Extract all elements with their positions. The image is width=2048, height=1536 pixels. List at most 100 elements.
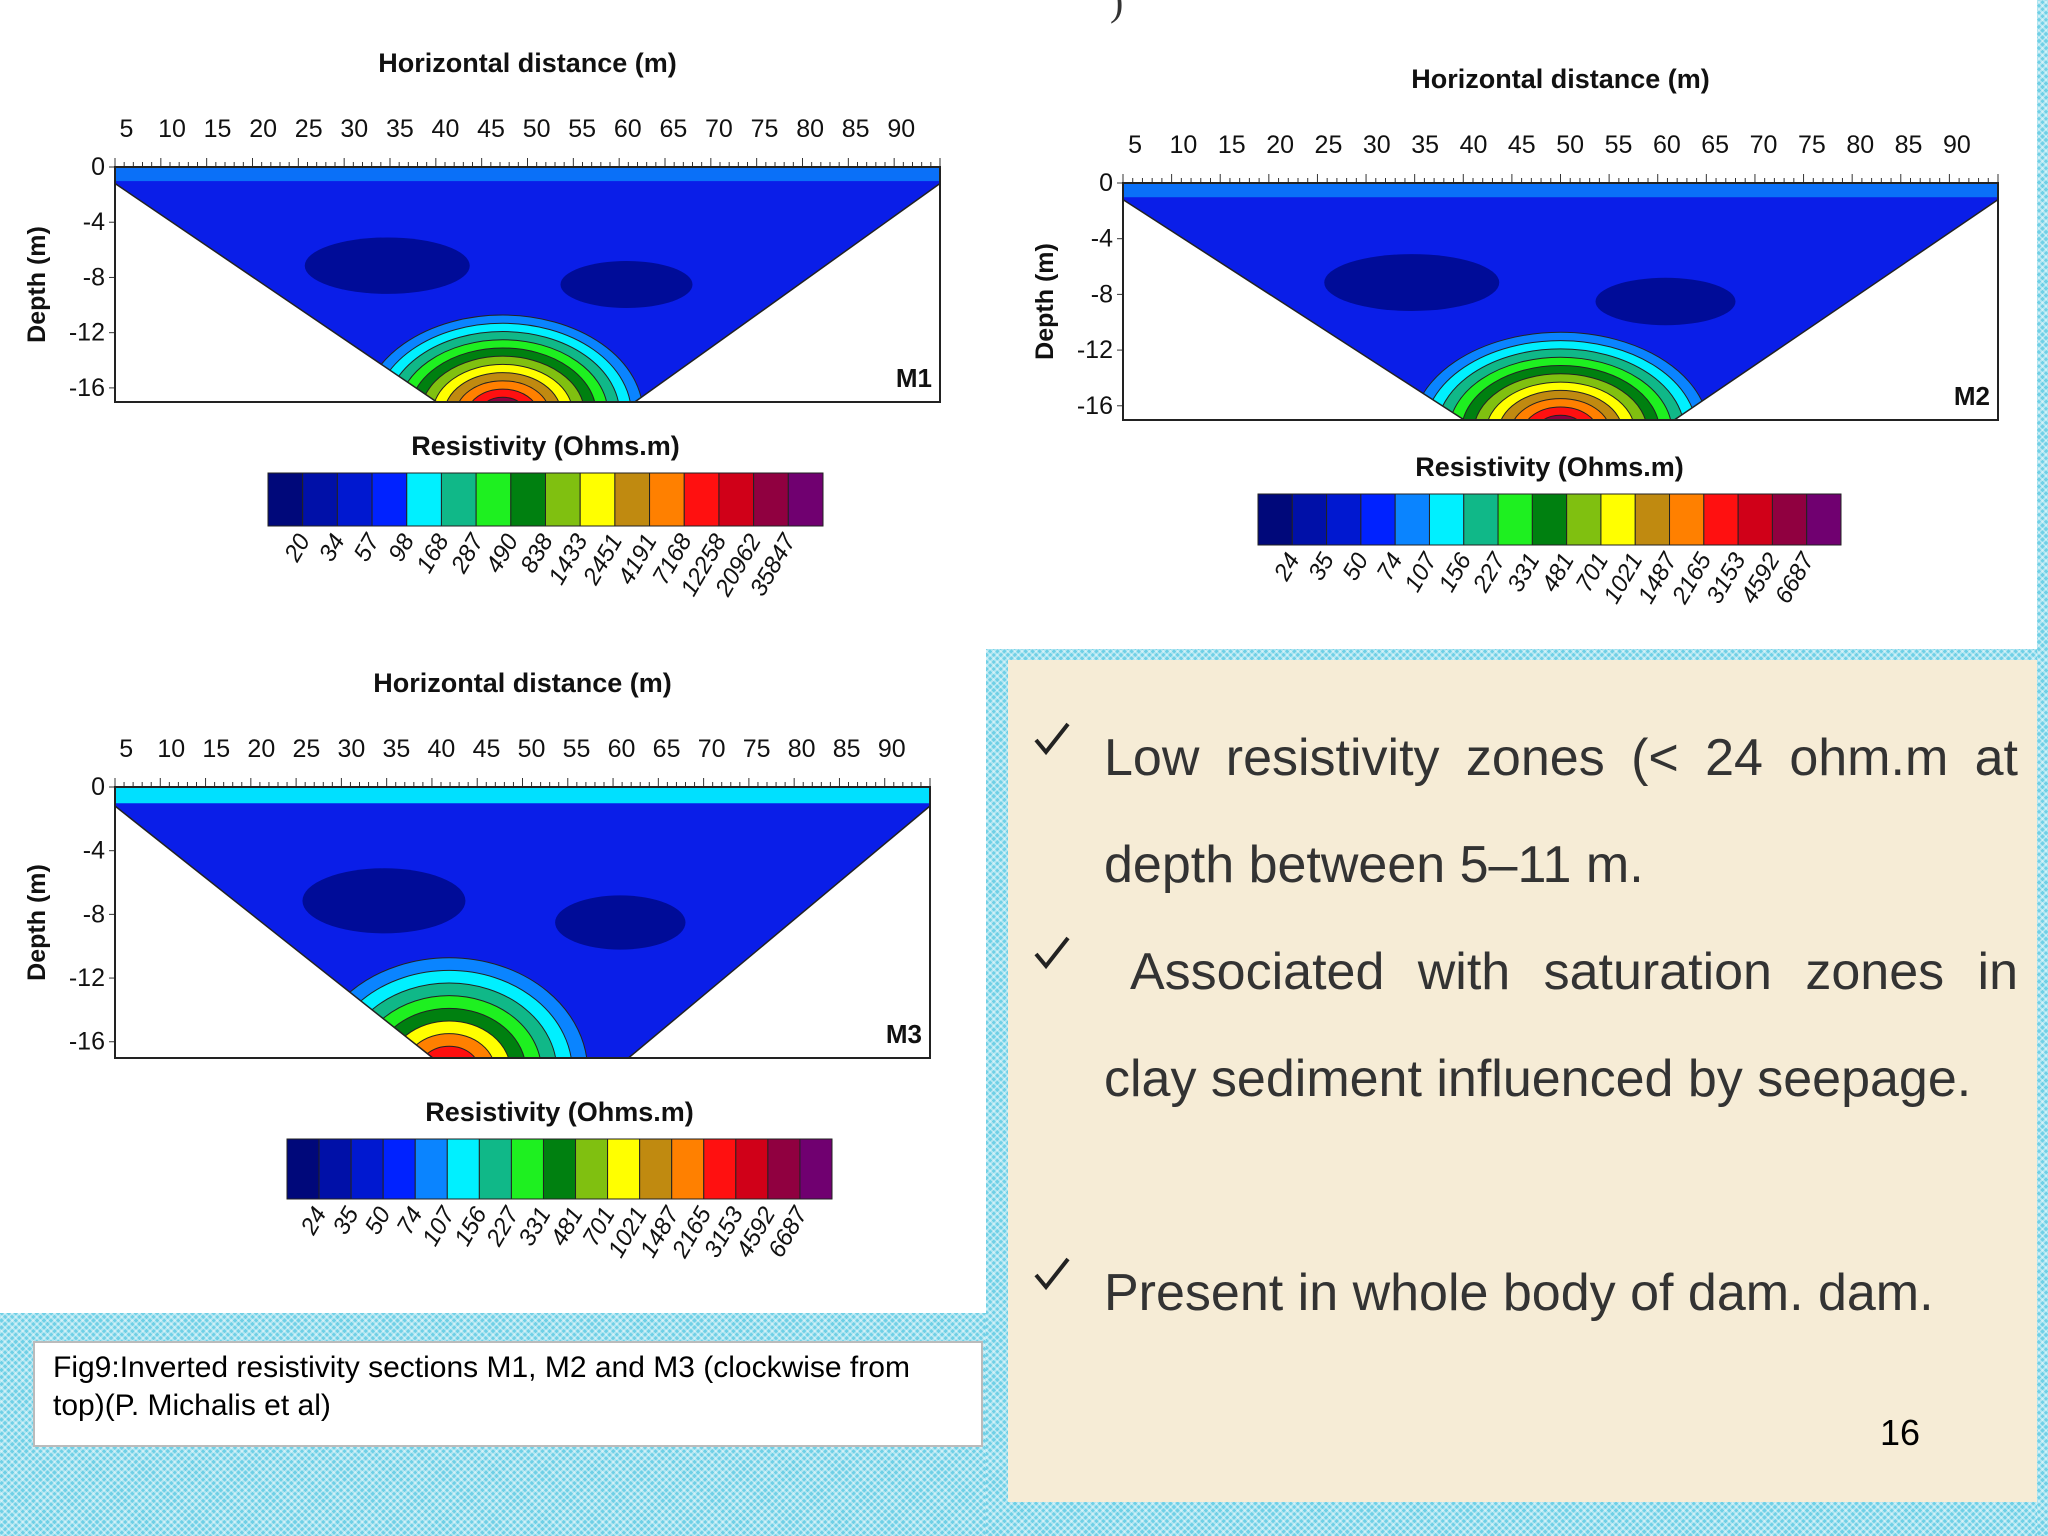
colorbar-cell [1463,493,1499,546]
colorbar-label: 481 [1536,549,1579,597]
x-tick-label: 75 [743,735,771,763]
x-tick-label: 20 [247,735,275,763]
colorbar-title: Resistivity (Ohms.m) [425,1097,694,1127]
x-tick-label: 80 [1846,131,1874,159]
low-zone [302,868,466,934]
x-tick-label: 30 [340,115,368,143]
y-tick-label: -16 [69,374,105,402]
x-tick-label: 90 [1943,131,1971,159]
near-surface-band [115,167,940,182]
colorbar-cell [1257,493,1293,546]
x-tick-label: 85 [833,735,861,763]
colorbar-cell [703,1138,737,1200]
check-icon [1034,722,1070,756]
caption: Fig9:Inverted resistivity sections M1, M… [33,1341,983,1447]
pattern-strip [2037,0,2048,1536]
section-body [115,167,940,402]
x-tick-label: 75 [1798,131,1826,159]
y-tick-label: -12 [69,319,105,347]
colorbar-label: 168 [411,529,455,578]
colorbar-cell [318,1138,352,1200]
x-tick-label: 80 [796,115,824,143]
colorbar-label: 227 [1467,547,1512,597]
x-tick-label: 20 [1266,131,1294,159]
colorbar-label: 50 [360,1202,397,1239]
colorbar-cell [575,1138,609,1200]
colorbar-cell [787,472,824,527]
colorbar-label: 50 [1337,548,1374,585]
colorbar-cell [579,472,616,527]
colorbar-cell [1291,493,1328,546]
plot-frame [114,786,931,1059]
colorbar-cell [286,1138,320,1200]
page-number: 16 [1880,1412,1921,1453]
colorbar-cell [475,472,512,527]
colorbar-title: Resistivity (Ohms.m) [1415,452,1684,482]
colorbar-cell [1669,493,1705,546]
x-axis-title: Horizontal distance (m) [378,48,677,78]
colorbar-cell [1566,493,1602,546]
x-tick-label: 60 [1653,131,1681,159]
colorbar-cell [607,1138,641,1200]
x-tick-label: 20 [249,115,277,143]
colorbar-cell [1703,493,1739,546]
colorbar-cell [1326,493,1362,546]
resistivity-band [478,396,527,402]
colorbar-cell [1428,493,1465,546]
colorbar-label: 20 [279,529,317,567]
colorbar-cell [1771,493,1808,546]
y-tick-label: -8 [1091,280,1113,308]
y-tick-label: -12 [1077,336,1113,364]
colorbar-cell [718,472,755,527]
colorbar-cell [542,1138,577,1200]
x-tick-label: 30 [337,735,365,763]
colorbar-cell [735,1138,769,1200]
x-tick-label: 40 [432,115,460,143]
y-tick-label: -8 [83,263,105,291]
x-tick-label: 35 [1411,131,1439,159]
x-tick-label: 10 [157,735,185,763]
y-tick-label: -8 [83,900,105,928]
plot-frame [1122,182,1999,421]
resistivity-band [1522,406,1599,420]
x-axis-title: Horizontal distance (m) [373,668,672,698]
colorbar-cell [1497,493,1533,546]
x-tick-label: 5 [119,115,133,143]
y-tick-label: -4 [1091,225,1113,253]
y-tick-label: 0 [91,153,105,181]
low-zone [555,895,686,950]
x-tick-label: 55 [563,735,591,763]
colorbar-cell [406,472,442,527]
section-figure: Horizontal distance (m) 5 10 15 20 25 30 35 40 45… [23,48,941,602]
bullet: Low resistivity zones (< 24 ohm.m at dep… [1104,729,2018,894]
section-figure: Horizontal distance (m) 5 10 15 20 25 30 35 40 45… [23,668,931,1263]
colorbar-cell [1394,493,1430,546]
section-figure: Horizontal distance (m) 5 10 15 20 25 30 35 40 45… [1031,64,1999,609]
near-surface-band [1123,183,1998,198]
check-icon [1034,936,1070,970]
colorbar-cell [446,1138,480,1200]
x-tick-label: 25 [292,735,320,763]
x-tick-label: 70 [705,115,733,143]
colorbar-cell [799,1138,833,1200]
bullet: Present in whole body of dam. dam. [1104,1264,1934,1322]
colorbar-cell [350,1138,384,1200]
section-body [1123,183,1998,420]
x-tick-label: 55 [568,115,596,143]
x-tick-label: 10 [158,115,186,143]
colorbar-label: 331 [1502,549,1545,597]
x-tick-label: 85 [842,115,870,143]
x-tick-label: 15 [1218,131,1246,159]
colorbar-cell [510,1138,544,1200]
x-tick-label: 35 [383,735,411,763]
colorbar-cell [639,1138,673,1200]
y-tick-label: -16 [1077,392,1113,420]
x-tick-label: 50 [523,115,551,143]
colorbar-cell [414,1138,448,1200]
x-tick-label: 5 [119,735,133,763]
x-tick-label: 15 [204,115,232,143]
section-label: M2 [1954,381,1990,411]
colorbar-label: 287 [445,528,490,578]
colorbar-cell [1600,493,1636,546]
x-tick-label: 30 [1363,131,1391,159]
